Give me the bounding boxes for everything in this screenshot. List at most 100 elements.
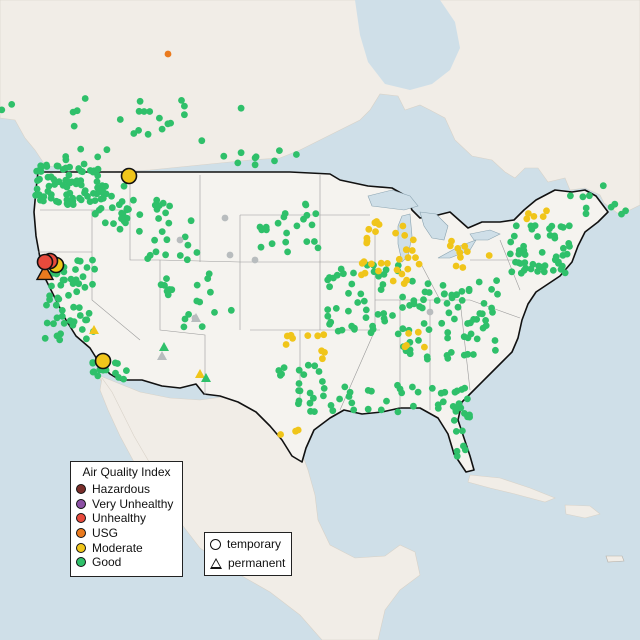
station-marker	[130, 196, 137, 204]
station-marker	[579, 193, 587, 201]
station-marker	[43, 301, 50, 309]
station-marker	[47, 191, 55, 199]
station-marker	[438, 319, 446, 327]
station-marker	[452, 408, 460, 415]
station-marker	[152, 248, 160, 256]
station-marker	[494, 290, 501, 298]
station-marker	[116, 116, 124, 123]
station-marker	[394, 381, 401, 389]
station-marker	[527, 265, 535, 273]
station-marker	[278, 370, 285, 378]
station-marker	[369, 322, 376, 330]
station-marker	[70, 303, 77, 311]
station-marker	[120, 182, 128, 190]
station-marker	[348, 399, 356, 407]
station-marker	[444, 329, 452, 336]
station-marker	[555, 258, 562, 266]
station-marker	[456, 249, 464, 256]
station-marker	[257, 243, 265, 251]
station-marker	[444, 354, 452, 362]
station-marker	[193, 249, 201, 256]
station-marker	[54, 162, 62, 170]
station-marker	[406, 350, 414, 358]
station-marker	[357, 290, 365, 298]
station-marker	[46, 296, 53, 303]
station-marker	[491, 337, 499, 344]
station-marker	[300, 371, 308, 378]
station-marker	[296, 387, 304, 395]
station-marker	[314, 244, 322, 252]
station-marker	[464, 334, 472, 342]
station-marker	[89, 168, 97, 176]
station-marker	[406, 302, 413, 309]
cuba	[467, 474, 556, 503]
station-marker	[234, 159, 242, 167]
station-marker	[492, 346, 499, 354]
station-marker	[340, 270, 347, 278]
station-marker	[530, 213, 538, 220]
station-marker	[420, 296, 427, 304]
legend-item-hazardous: Hazardous	[71, 482, 182, 497]
station-marker	[66, 189, 74, 197]
puerto-rico	[605, 555, 625, 563]
station-marker	[156, 114, 163, 122]
legend-temporary-label: temporary	[227, 537, 282, 551]
station-marker	[227, 306, 235, 314]
station-marker	[327, 318, 335, 326]
station-marker	[424, 280, 432, 288]
station-marker	[136, 97, 144, 105]
station-marker	[55, 295, 63, 303]
station-marker	[123, 367, 130, 374]
station-marker	[93, 178, 101, 186]
station-marker	[448, 237, 455, 245]
station-marker	[118, 198, 126, 205]
station-marker	[146, 108, 154, 115]
station-marker	[437, 389, 445, 397]
station-marker	[453, 447, 461, 455]
station-marker	[399, 325, 407, 333]
station-marker	[276, 147, 283, 155]
station-marker	[582, 210, 590, 218]
station-marker	[312, 210, 320, 218]
station-marker	[193, 281, 201, 289]
station-marker	[365, 225, 373, 233]
station-marker	[404, 265, 412, 273]
station-marker	[178, 97, 185, 104]
station-marker	[78, 326, 86, 333]
station-marker	[161, 282, 168, 289]
station-marker	[53, 197, 60, 205]
station-marker	[162, 209, 170, 217]
station-marker	[90, 190, 97, 197]
station-marker	[77, 145, 85, 153]
station-marker	[181, 233, 189, 241]
station-marker	[424, 355, 431, 363]
station-marker	[40, 197, 47, 205]
station-marker	[41, 334, 49, 342]
station-marker	[567, 192, 574, 200]
station-marker	[144, 130, 152, 138]
station-marker	[363, 239, 371, 247]
station-marker	[176, 252, 184, 259]
station-marker	[43, 319, 51, 327]
station-marker	[136, 211, 144, 219]
legend-item-label: Good	[92, 555, 122, 570]
station-marker	[70, 122, 78, 130]
station-marker	[94, 184, 101, 192]
station-marker	[338, 326, 346, 334]
station-marker	[399, 222, 407, 230]
temporary-monitor-marker	[120, 167, 138, 185]
station-marker	[302, 201, 310, 209]
station-marker	[389, 312, 396, 319]
station-marker	[420, 320, 428, 327]
station-marker	[538, 249, 546, 256]
station-marker	[455, 400, 463, 407]
station-marker	[204, 275, 212, 282]
station-marker	[402, 246, 410, 254]
station-marker	[426, 308, 434, 316]
station-marker	[307, 407, 314, 415]
station-marker	[198, 323, 206, 330]
station-marker	[110, 220, 117, 228]
legend-item-label: Very Unhealthy	[92, 496, 174, 511]
station-marker	[37, 168, 45, 175]
station-marker	[289, 334, 296, 342]
